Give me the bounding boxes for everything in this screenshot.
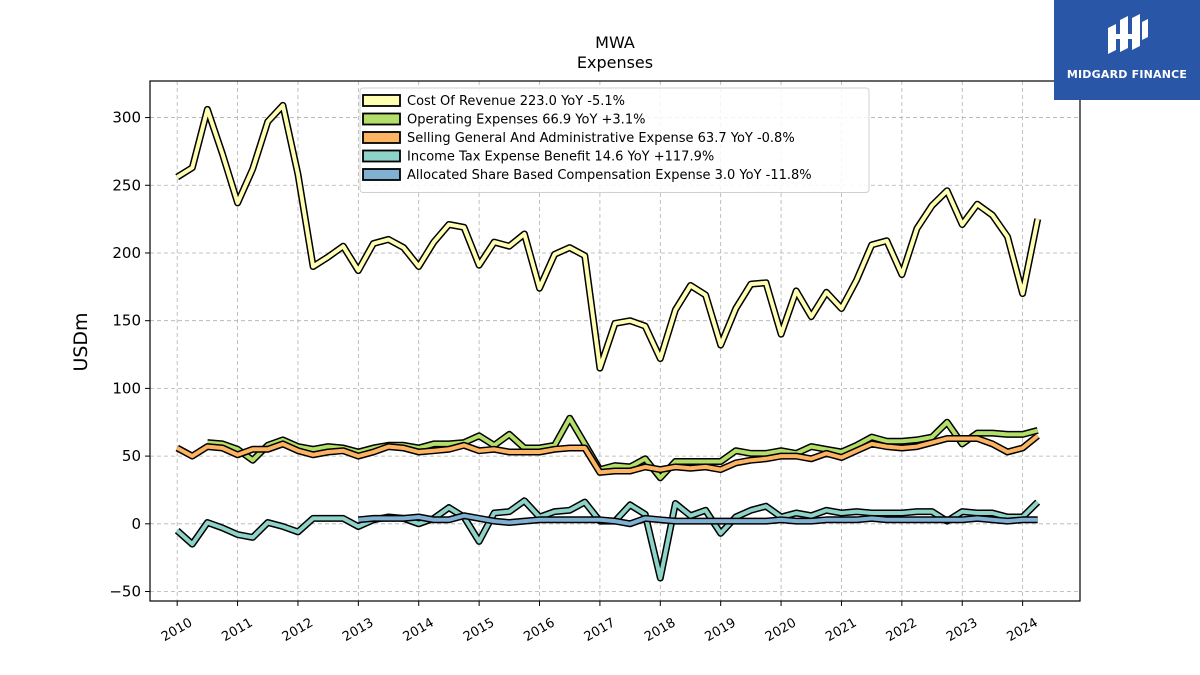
legend-item: Selling General And Administrative Expen… <box>362 131 795 146</box>
series-line <box>174 497 1041 582</box>
legend-swatch <box>362 94 401 107</box>
chart-title: MWA <box>595 33 635 52</box>
x-tick-label: 2013 <box>340 615 376 645</box>
x-tick-label: 2019 <box>703 615 739 645</box>
x-tick-label: 2011 <box>219 615 255 645</box>
x-tick-label: 2024 <box>1004 615 1040 645</box>
legend-label: Allocated Share Based Compensation Expen… <box>407 168 812 183</box>
legend-label: Selling General And Administrative Expen… <box>407 131 795 146</box>
legend-swatch <box>362 112 401 126</box>
legend-item: Cost Of Revenue 223.0 YoY -5.1% <box>362 94 625 109</box>
y-tick-label: 100 <box>112 379 141 397</box>
legend-swatch <box>362 149 401 163</box>
brand-logo: MIDGARD FINANCE <box>1054 0 1200 100</box>
legend-box <box>359 87 870 193</box>
series-lines <box>174 101 1042 582</box>
y-tick-label: 50 <box>122 447 141 465</box>
legend-item: Income Tax Expense Benefit 14.6 YoY +117… <box>362 149 714 165</box>
x-tick-label: 2020 <box>763 615 799 645</box>
legend-swatch <box>362 168 401 181</box>
x-tick-label: 2023 <box>944 615 980 645</box>
legend-label: Operating Expenses 66.9 YoY +3.1% <box>407 113 645 128</box>
y-tick-label: 250 <box>112 176 141 194</box>
x-tick-label: 2012 <box>280 615 316 645</box>
x-tick-label: 2014 <box>401 615 437 645</box>
series-core <box>358 513 1038 526</box>
series-line <box>175 433 1040 476</box>
y-tick-label: 300 <box>112 109 141 127</box>
y-tick-label: −50 <box>109 583 141 601</box>
legend-label: Cost Of Revenue 223.0 YoY -5.1% <box>407 94 625 109</box>
chart-subtitle: Expenses <box>577 53 653 72</box>
y-tick-label: 200 <box>112 244 141 262</box>
legend-label: Income Tax Expense Benefit 14.6 YoY +117… <box>407 150 714 165</box>
x-tick-label: 2015 <box>461 615 497 645</box>
series-line <box>357 512 1038 528</box>
series-core <box>176 434 1039 475</box>
legend: Cost Of Revenue 223.0 YoY -5.1% Operating… <box>359 87 870 193</box>
x-tick-label: 2021 <box>823 615 859 645</box>
legend-item: Allocated Share Based Compensation Expen… <box>362 168 812 183</box>
midgard-logo-icon <box>1108 14 1148 54</box>
series-core <box>176 103 1040 371</box>
x-tick-label: 2017 <box>582 615 618 645</box>
y-axis-label: USDm <box>70 312 92 371</box>
plot-frame <box>149 80 1081 602</box>
series-core <box>175 498 1040 580</box>
y-tick-label: 0 <box>131 515 141 533</box>
x-tick-label: 2018 <box>642 615 678 645</box>
legend-item: Operating Expenses 66.9 YoY +3.1% <box>362 112 645 128</box>
x-tick-label: 2016 <box>521 615 557 645</box>
x-tick-label: 2010 <box>159 615 195 645</box>
brand-name: MIDGARD FINANCE <box>1066 68 1188 81</box>
series-line <box>175 101 1042 372</box>
x-tick-label: 2022 <box>884 615 920 645</box>
y-tick-label: 150 <box>112 312 141 330</box>
legend-swatch <box>362 131 401 144</box>
